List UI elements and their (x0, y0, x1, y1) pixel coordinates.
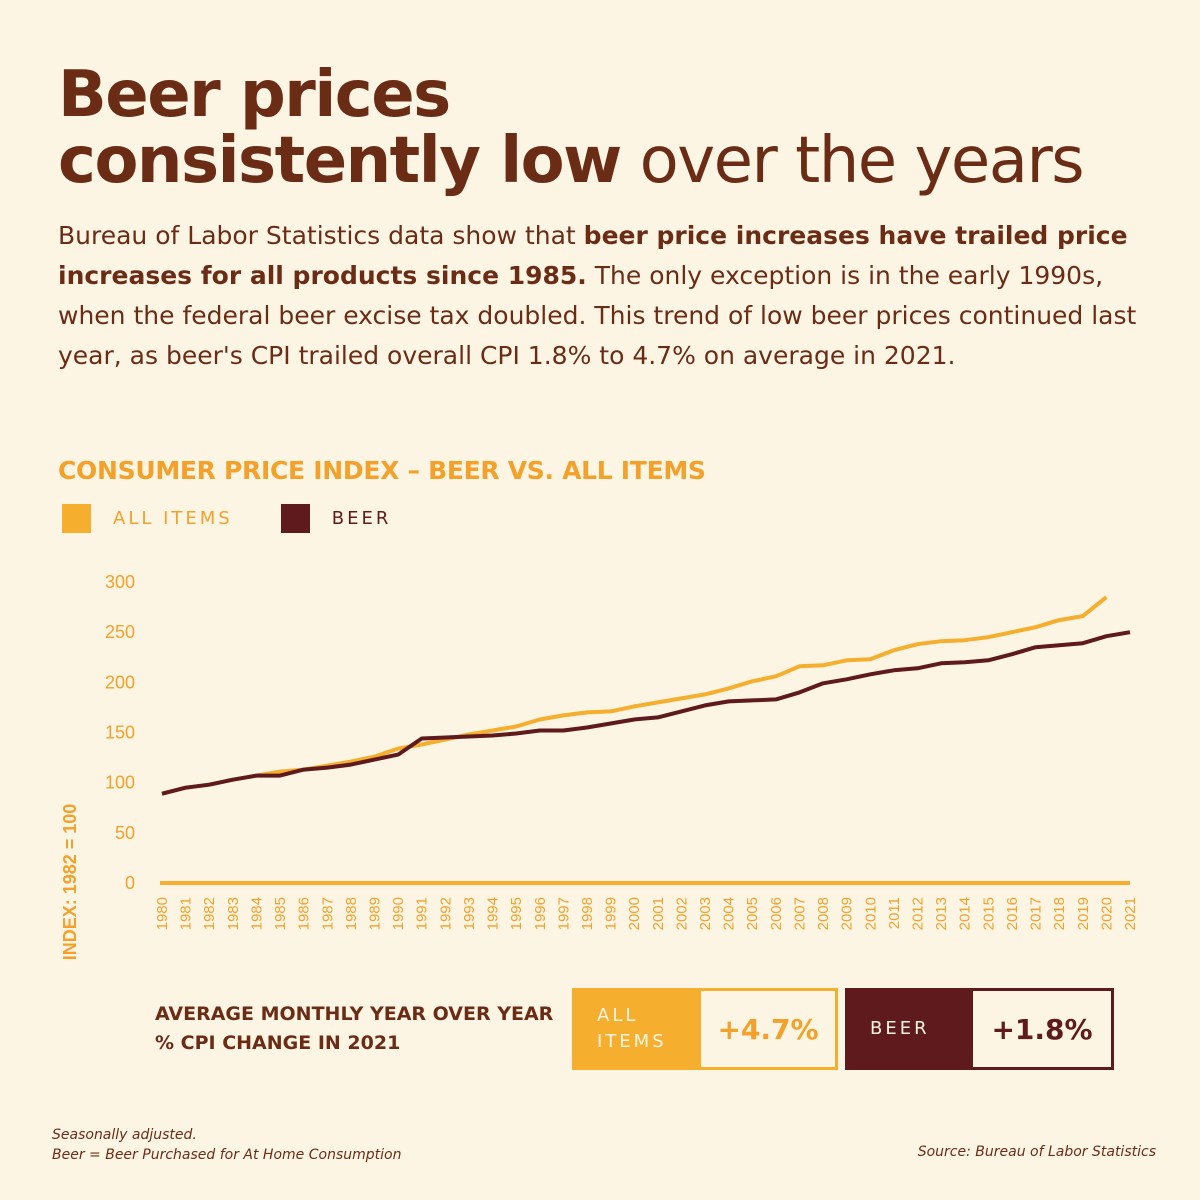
headline-line2-light: over the years (620, 124, 1085, 198)
x-tick-label: 1985 (272, 897, 289, 930)
x-tick-label: 1996 (532, 897, 549, 930)
footnotes: Seasonally adjusted. Beer = Beer Purchas… (52, 1125, 401, 1165)
y-tick-label: 100 (105, 773, 135, 793)
x-tick-label: 1987 (319, 897, 336, 930)
headline-line2-bold: consistently low (58, 124, 622, 198)
intro-part2: The only exception is in the early 1990s… (58, 261, 1137, 370)
x-tick-label: 2007 (791, 897, 808, 930)
summary-value-all-items: +4.7% (701, 991, 835, 1067)
headline-line1: Beer prices (58, 58, 451, 132)
summary-label: AVERAGE MONTHLY YEAR OVER YEAR % CPI CHA… (155, 1003, 554, 1054)
x-tick-label: 1997 (555, 897, 572, 930)
x-tick-label: 2010 (862, 897, 879, 930)
chart-legend: ALL ITEMS BEER (62, 504, 439, 533)
x-tick-label: 2002 (673, 897, 690, 930)
intro-paragraph: Bureau of Labor Statistics data show tha… (58, 216, 1148, 376)
legend-swatch-beer (280, 504, 310, 533)
source-note: Source: Bureau of Labor Statistics (917, 1144, 1156, 1160)
x-tick-label: 1980 (154, 897, 171, 930)
summary-box-all-items: ALL ITEMS +4.7% (572, 988, 838, 1070)
y-tick-label: 250 (105, 622, 135, 642)
x-tick-label: 2017 (1028, 897, 1045, 930)
x-tick-label: 2015 (980, 897, 997, 930)
x-tick-label: 1981 (178, 897, 195, 930)
summary-box-beer: BEER +1.8% (845, 988, 1114, 1070)
x-tick-label: 2016 (1004, 897, 1021, 930)
x-tick-label: 2021 (1122, 897, 1139, 930)
legend-label-beer: BEER (331, 508, 392, 529)
y-tick-label: 0 (125, 873, 135, 893)
x-tick-label: 1998 (579, 897, 596, 930)
x-tick-label: 1982 (201, 897, 218, 930)
x-tick-label: 2018 (1051, 897, 1068, 930)
intro-part1: Bureau of Labor Statistics data show tha… (58, 221, 584, 250)
x-tick-label: 2011 (886, 897, 903, 929)
y-tick-label: 150 (105, 723, 135, 743)
summary-value-beer: +1.8% (973, 991, 1111, 1067)
x-tick-label: 1989 (366, 897, 383, 930)
y-axis-label: INDEX: 1982 = 100 (60, 804, 80, 961)
x-tick-label: 1990 (390, 897, 407, 930)
x-tick-label: 2014 (957, 897, 974, 930)
x-tick-label: 1991 (414, 897, 431, 930)
y-tick-label: 300 (105, 572, 135, 592)
x-tick-label: 1994 (485, 897, 502, 930)
x-tick-label: 1999 (603, 897, 620, 930)
x-tick-label: 2020 (1098, 897, 1115, 930)
legend-item-beer: BEER (280, 504, 392, 533)
chart-title: CONSUMER PRICE INDEX – BEER VS. ALL ITEM… (58, 456, 706, 485)
legend-label-all-items: ALL ITEMS (113, 508, 233, 529)
x-tick-label: 2012 (910, 897, 927, 930)
headline: Beer prices consistently low over the ye… (58, 62, 1158, 194)
x-axis-ticks: 1980 1981 1982 1983 1984 1985 1986 1987 1988 1989… (154, 897, 1139, 930)
x-tick-label: 2008 (815, 897, 832, 930)
x-tick-label: 2000 (626, 897, 643, 930)
x-tick-label: 2009 (839, 897, 856, 930)
series-line-beer (161, 630, 1131, 796)
x-tick-label: 1993 (461, 897, 478, 930)
legend-swatch-all-items (62, 504, 91, 533)
x-tick-label: 2005 (744, 897, 761, 930)
x-tick-label: 1995 (508, 897, 525, 930)
y-tick-label: 200 (105, 672, 135, 692)
x-tick-label: 1984 (248, 897, 265, 930)
legend-item-all-items: ALL ITEMS (62, 504, 233, 533)
footnote-seasonal: Seasonally adjusted. (52, 1127, 197, 1143)
x-tick-label: 2013 (933, 897, 950, 930)
y-tick-label: 50 (115, 823, 135, 843)
x-tick-label: 2003 (697, 897, 714, 930)
summary-tag-beer: BEER (848, 991, 973, 1067)
x-tick-label: 1986 (296, 897, 313, 930)
x-tick-label: 1983 (225, 897, 242, 930)
series-line-all-items (161, 595, 1108, 796)
x-tick-label: 2001 (650, 897, 667, 930)
summary-tag-all-items: ALL ITEMS (575, 991, 701, 1067)
x-tick-label: 2004 (721, 897, 738, 930)
x-tick-label: 2006 (768, 897, 785, 930)
y-axis-ticks: 0 50 100 150 200 250 300 (105, 572, 135, 893)
x-tick-label: 2019 (1075, 897, 1092, 930)
x-tick-label: 1988 (343, 897, 360, 930)
cpi-line-chart: 0 50 100 150 200 250 300 INDEX: 1982 = 100 198… (60, 572, 1139, 961)
footnote-beer-definition: Beer = Beer Purchased for At Home Consum… (52, 1147, 402, 1163)
intro-bold: beer price increases have trailed price … (58, 221, 1128, 290)
x-tick-label: 1992 (437, 897, 454, 930)
